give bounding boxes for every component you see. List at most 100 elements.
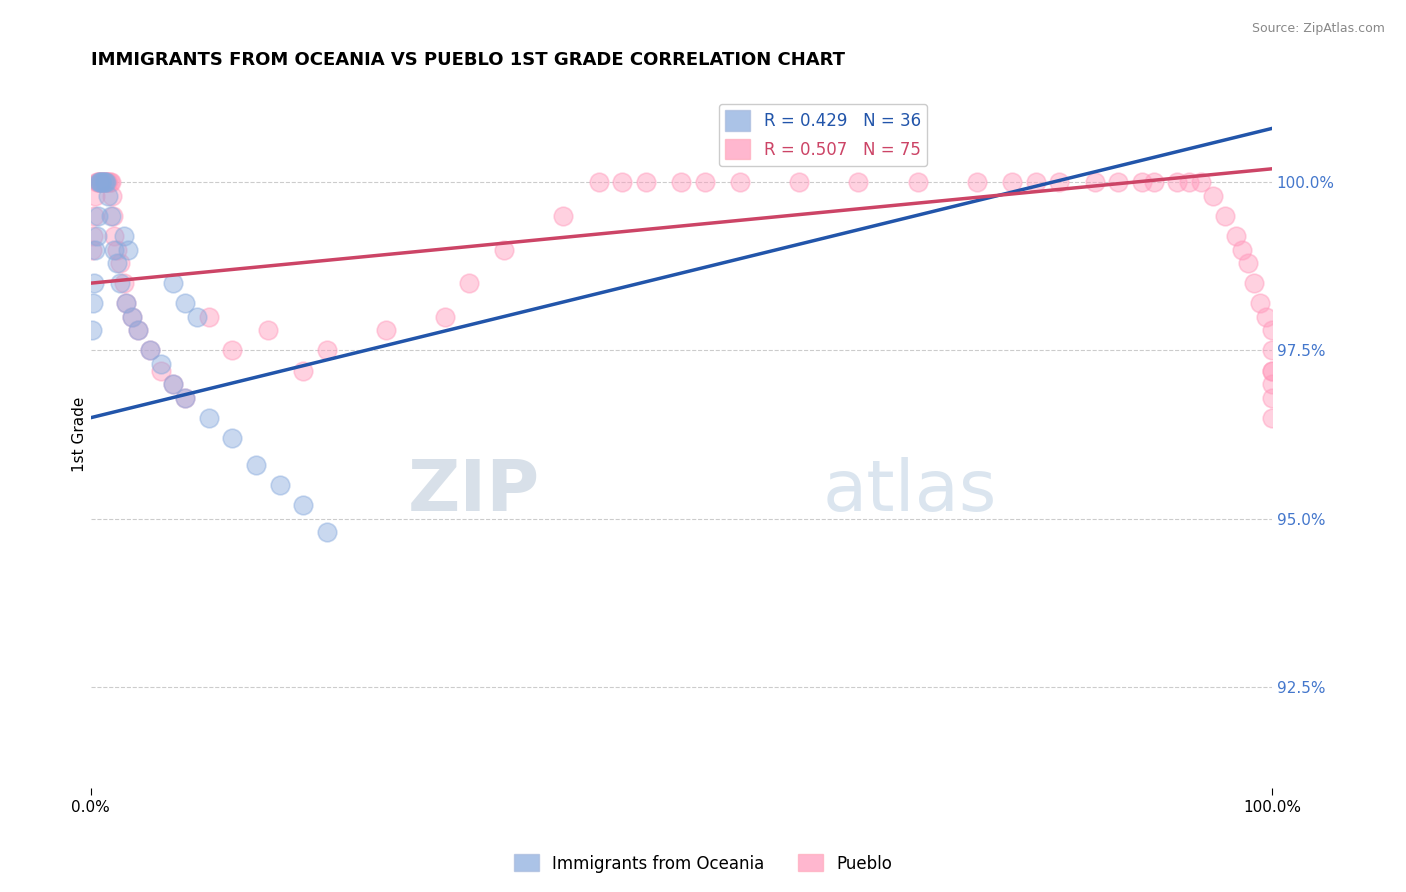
Point	[374, 323, 396, 337]
Point	[100, 175, 122, 189]
Point	[94, 175, 117, 189]
Point	[292, 498, 315, 512]
Point	[87, 175, 110, 189]
Point	[138, 343, 160, 358]
Point	[315, 343, 337, 358]
Point	[84, 243, 107, 257]
Point	[174, 296, 197, 310]
Point	[1189, 175, 1212, 189]
Point	[269, 478, 291, 492]
Point	[150, 364, 173, 378]
Point	[89, 175, 111, 189]
Point	[91, 175, 114, 189]
Point	[103, 229, 125, 244]
Point	[612, 175, 634, 189]
Y-axis label: 1st Grade: 1st Grade	[72, 397, 87, 472]
Point	[121, 310, 143, 324]
Point	[730, 175, 752, 189]
Point	[907, 175, 929, 189]
Point	[1261, 343, 1284, 358]
Point	[108, 256, 131, 270]
Text: IMMIGRANTS FROM OCEANIA VS PUEBLO 1ST GRADE CORRELATION CHART: IMMIGRANTS FROM OCEANIA VS PUEBLO 1ST GR…	[90, 51, 845, 69]
Point	[186, 310, 208, 324]
Point	[162, 377, 184, 392]
Point	[117, 243, 139, 257]
Point	[86, 175, 108, 189]
Point	[91, 175, 114, 189]
Point	[150, 357, 173, 371]
Point	[256, 323, 278, 337]
Point	[94, 175, 117, 189]
Point	[89, 175, 111, 189]
Point	[693, 175, 716, 189]
Point	[105, 243, 128, 257]
Point	[94, 175, 117, 189]
Point	[80, 243, 103, 257]
Point	[1202, 188, 1225, 202]
Point	[86, 229, 108, 244]
Point	[1237, 256, 1260, 270]
Point	[138, 343, 160, 358]
Point	[588, 175, 610, 189]
Point	[1261, 364, 1284, 378]
Legend: R = 0.429   N = 36, R = 0.507   N = 75: R = 0.429 N = 36, R = 0.507 N = 75	[718, 103, 928, 166]
Point	[82, 229, 104, 244]
Point	[1261, 364, 1284, 378]
Point	[83, 276, 105, 290]
Point	[1025, 175, 1047, 189]
Point	[94, 175, 117, 189]
Point	[80, 323, 103, 337]
Point	[97, 175, 120, 189]
Point	[98, 175, 121, 189]
Point	[121, 310, 143, 324]
Point	[1225, 229, 1247, 244]
Point	[1213, 209, 1236, 223]
Point	[174, 391, 197, 405]
Point	[115, 296, 138, 310]
Point	[105, 256, 128, 270]
Point	[82, 296, 104, 310]
Point	[112, 276, 135, 290]
Point	[315, 525, 337, 540]
Point	[127, 323, 149, 337]
Point	[162, 377, 184, 392]
Point	[93, 175, 115, 189]
Point	[434, 310, 457, 324]
Point	[634, 175, 657, 189]
Point	[100, 209, 122, 223]
Point	[553, 209, 575, 223]
Point	[1243, 276, 1265, 290]
Point	[1143, 175, 1166, 189]
Point	[457, 276, 479, 290]
Point	[96, 175, 118, 189]
Point	[848, 175, 870, 189]
Point	[112, 229, 135, 244]
Point	[83, 209, 105, 223]
Point	[1084, 175, 1107, 189]
Point	[197, 310, 219, 324]
Point	[1261, 323, 1284, 337]
Point	[101, 209, 124, 223]
Point	[966, 175, 988, 189]
Point	[103, 243, 125, 257]
Point	[1130, 175, 1153, 189]
Text: atlas: atlas	[823, 457, 997, 525]
Point	[162, 276, 184, 290]
Point	[86, 209, 108, 223]
Point	[1261, 410, 1284, 425]
Point	[221, 343, 243, 358]
Point	[245, 458, 267, 472]
Point	[1261, 377, 1284, 392]
Point	[1261, 391, 1284, 405]
Point	[197, 410, 219, 425]
Point	[174, 391, 197, 405]
Point	[86, 175, 108, 189]
Legend: Immigrants from Oceania, Pueblo: Immigrants from Oceania, Pueblo	[508, 847, 898, 880]
Text: ZIP: ZIP	[408, 457, 540, 525]
Point	[1001, 175, 1024, 189]
Point	[115, 296, 138, 310]
Point	[221, 431, 243, 445]
Point	[1166, 175, 1188, 189]
Point	[1107, 175, 1129, 189]
Point	[101, 188, 124, 202]
